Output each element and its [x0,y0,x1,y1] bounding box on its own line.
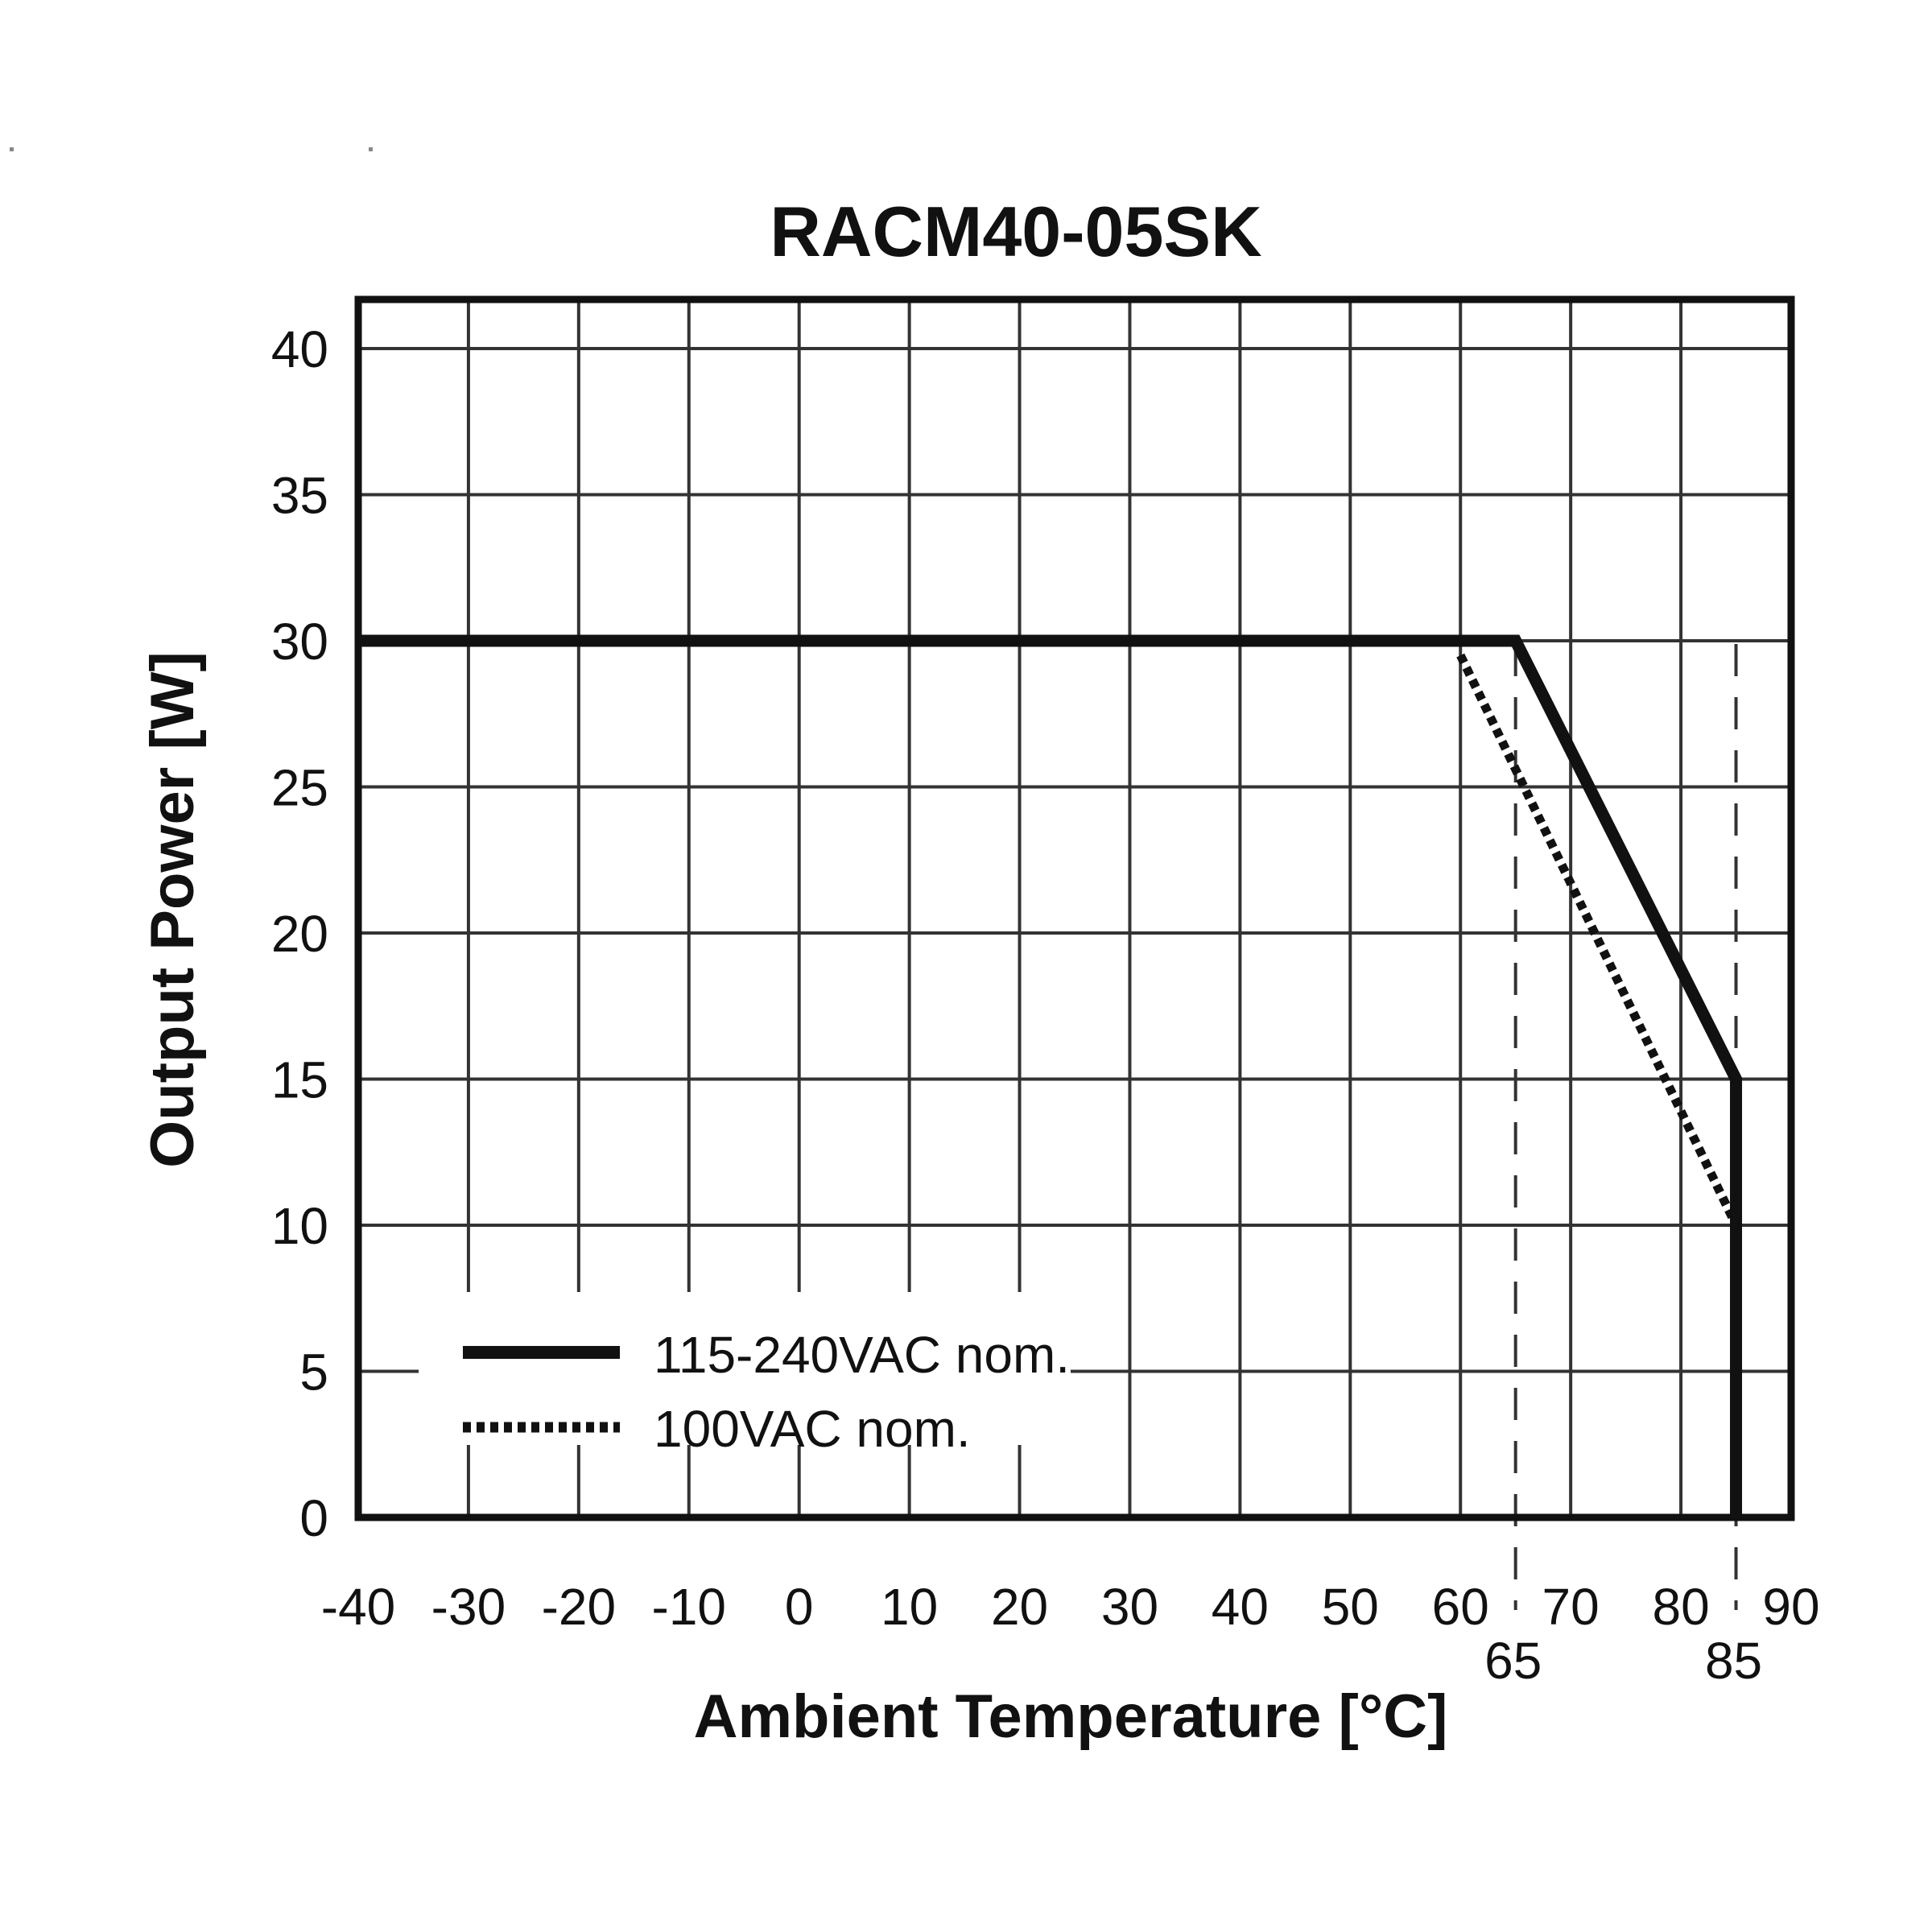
legend: 115-240VAC nom. 100VAC nom. [463,1326,1070,1458]
x-axis-title: Ambient Temperature [°C] [694,1682,1448,1751]
x-tick-label: -20 [542,1578,617,1636]
y-tick-label: 10 [271,1197,328,1255]
x-tick-label: 20 [991,1578,1048,1636]
series-dotted-100vac [1456,653,1741,1517]
y-tick-label: 0 [299,1489,328,1547]
y-axis-title: Output Power [W] [138,651,207,1168]
y-tick-label: 15 [271,1051,328,1109]
legend-background [419,1292,1071,1445]
series-lines [358,634,1743,1517]
reference-dashed-lines [1513,644,1738,1610]
x-tick-label: 70 [1542,1578,1600,1636]
y-tick-label: 20 [271,905,328,963]
x-tick-labels: -40 -30 -20 -10 0 10 20 30 40 50 60 70 80 90 65 85 [321,1578,1820,1690]
plot-frame [354,295,1795,1521]
x-tick-label: -10 [652,1578,727,1636]
x-tick-label: -40 [321,1578,396,1636]
y-tick-label: 35 [271,467,328,525]
artifact-dot [10,147,14,151]
legend-label-115-240vac: 115-240VAC nom. [654,1326,1070,1384]
x-tick-label: 90 [1762,1578,1819,1636]
artifact-dot [369,147,373,151]
y-tick-label: 40 [271,320,328,378]
x-tick-label: 50 [1322,1578,1379,1636]
x-tick-label: 60 [1432,1578,1489,1636]
x-extra-tick-label: 65 [1484,1632,1542,1690]
y-tick-label: 25 [271,759,328,817]
x-tick-label: 40 [1212,1578,1269,1636]
y-tick-label: 5 [299,1344,328,1402]
x-tick-label: 0 [785,1578,814,1636]
legend-label-100vac: 100VAC nom. [654,1400,971,1458]
chart-title: RACM40-05SK [770,192,1261,271]
y-tick-label: 30 [271,613,328,671]
x-tick-label: 30 [1101,1578,1158,1636]
series-solid-115-240vac [358,634,1743,1517]
x-tick-label: -30 [431,1578,506,1636]
x-tick-label: 10 [881,1578,938,1636]
x-tick-label: 80 [1652,1578,1709,1636]
x-extra-tick-label: 85 [1705,1632,1762,1690]
y-tick-labels: 0 5 10 15 20 25 30 35 40 [271,320,328,1547]
